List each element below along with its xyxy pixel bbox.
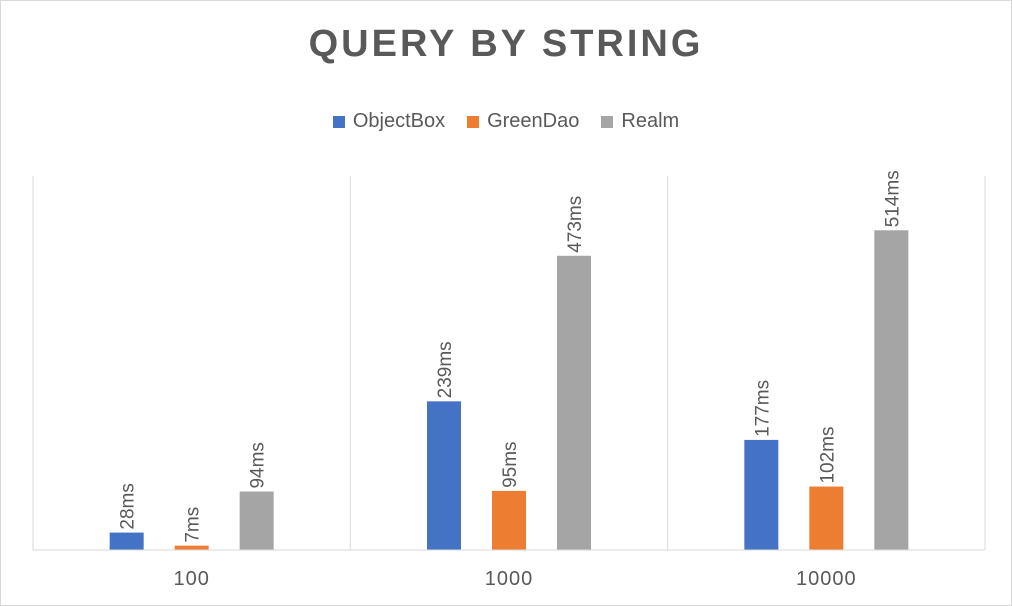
- legend-item-realm: Realm: [601, 110, 679, 133]
- chart-title: QUERY BY STRING: [308, 23, 704, 65]
- x-tick-label-100: 100: [173, 568, 209, 590]
- legend-label-objectbox: ObjectBox: [352, 110, 446, 132]
- legend-item-objectbox: ObjectBox: [332, 110, 446, 133]
- x-tick-label-1000: 1000: [485, 568, 534, 590]
- data-label-realm-10000: 514ms: [882, 170, 903, 227]
- data-label-objectbox-1000: 239ms: [435, 341, 456, 398]
- legend-swatch-greendao: [467, 115, 480, 128]
- data-label-greendao-1000: 95ms: [500, 441, 521, 487]
- bar-objectbox-10000: [744, 439, 779, 550]
- legend: ObjectBox GreenDao Realm: [1, 110, 1011, 133]
- legend-label-realm: Realm: [621, 110, 680, 132]
- legend-item-greendao: GreenDao: [467, 110, 579, 133]
- data-label-realm-1000: 473ms: [565, 196, 586, 253]
- data-label-greendao-100: 7ms: [183, 507, 204, 543]
- bar-realm-10000: [874, 230, 909, 551]
- bar-greendao-10000: [809, 486, 844, 550]
- bar-realm-100: [239, 491, 274, 550]
- bar-objectbox-1000: [427, 401, 461, 550]
- legend-swatch-objectbox: [332, 115, 345, 128]
- data-label-objectbox-10000: 177ms: [752, 380, 773, 437]
- data-label-greendao-10000: 102ms: [817, 427, 838, 484]
- data-label-objectbox-100: 28ms: [118, 483, 139, 529]
- bar-greendao-1000: [492, 490, 526, 550]
- bar-objectbox-100: [109, 532, 144, 550]
- legend-label-greendao: GreenDao: [487, 110, 580, 132]
- data-label-realm-100: 94ms: [248, 442, 269, 488]
- legend-swatch-realm: [601, 115, 614, 128]
- x-tick-label-10000: 10000: [796, 568, 857, 590]
- bar-greendao-100: [174, 545, 209, 550]
- bar-realm-1000: [557, 255, 591, 550]
